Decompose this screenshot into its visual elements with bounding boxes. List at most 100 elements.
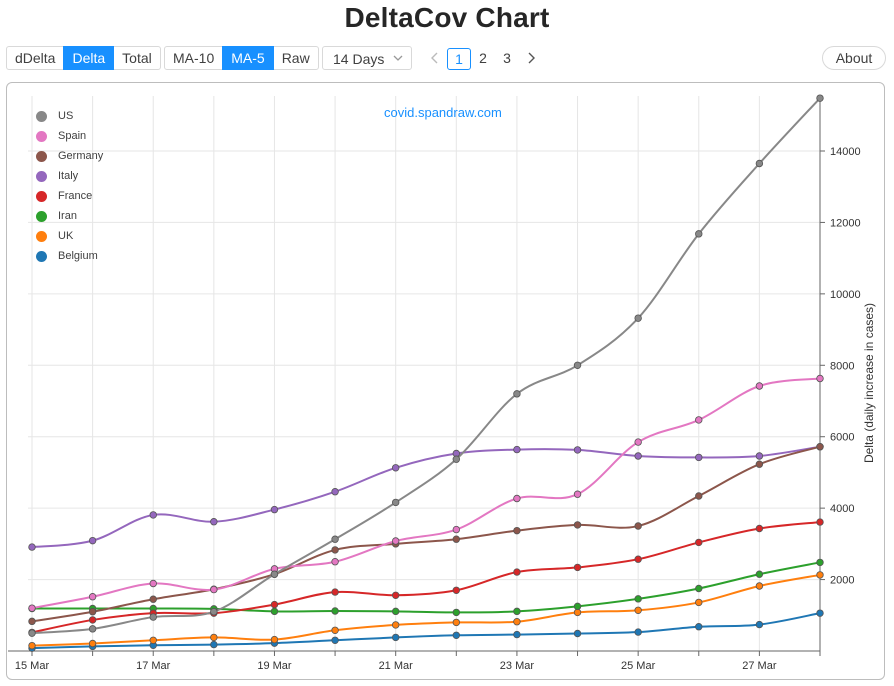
data-point-spain[interactable]	[513, 494, 521, 503]
data-point-france[interactable]	[391, 591, 400, 599]
data-point-uk[interactable]	[88, 639, 97, 648]
data-point-france[interactable]	[695, 538, 703, 547]
data-point-france[interactable]	[452, 586, 461, 594]
data-point-us[interactable]	[573, 361, 582, 369]
data-point-france[interactable]	[573, 563, 582, 572]
data-point-uk[interactable]	[513, 618, 521, 626]
data-point-spain[interactable]	[816, 374, 824, 383]
data-point-uk[interactable]	[270, 635, 279, 644]
data-point-belgium[interactable]	[755, 620, 764, 629]
data-point-us[interactable]	[149, 613, 157, 621]
data-point-iran[interactable]	[513, 607, 521, 616]
data-point-iran[interactable]	[573, 602, 582, 611]
data-point-uk[interactable]	[816, 571, 824, 579]
data-point-france[interactable]	[331, 588, 339, 596]
data-point-us[interactable]	[88, 625, 97, 633]
page-2-button[interactable]: 2	[479, 50, 487, 66]
data-point-spain[interactable]	[452, 525, 461, 534]
data-point-us[interactable]	[695, 230, 703, 238]
data-point-belgium[interactable]	[210, 640, 218, 649]
about-button[interactable]: About	[822, 46, 886, 70]
data-point-spain[interactable]	[695, 416, 703, 424]
data-point-iran[interactable]	[755, 570, 764, 578]
data-point-germany[interactable]	[513, 526, 521, 535]
data-point-france[interactable]	[634, 555, 642, 563]
data-point-germany[interactable]	[573, 521, 582, 529]
data-point-italy[interactable]	[331, 488, 339, 496]
data-point-us[interactable]	[452, 455, 461, 463]
data-point-iran[interactable]	[634, 595, 642, 603]
prev-page-icon[interactable]	[424, 48, 446, 68]
ddelta-button[interactable]: dDelta	[6, 46, 65, 70]
data-point-iran[interactable]	[695, 584, 703, 593]
data-point-italy[interactable]	[755, 452, 764, 460]
data-point-belgium[interactable]	[391, 633, 400, 642]
data-point-italy[interactable]	[391, 464, 400, 472]
data-point-germany[interactable]	[816, 443, 824, 451]
data-point-spain[interactable]	[210, 585, 218, 594]
data-point-us[interactable]	[391, 498, 400, 507]
data-point-spain[interactable]	[573, 490, 582, 498]
data-point-italy[interactable]	[270, 505, 279, 514]
page-1-button[interactable]: 1	[447, 48, 471, 70]
data-point-italy[interactable]	[695, 453, 703, 462]
data-point-italy[interactable]	[634, 452, 642, 460]
ma5-button[interactable]: MA-5	[222, 46, 274, 70]
data-point-us[interactable]	[755, 159, 764, 168]
data-point-italy[interactable]	[573, 446, 582, 454]
data-point-italy[interactable]	[210, 518, 218, 526]
data-point-uk[interactable]	[634, 606, 642, 614]
data-point-spain[interactable]	[331, 558, 339, 566]
data-point-germany[interactable]	[28, 617, 36, 626]
data-point-spain[interactable]	[391, 537, 400, 545]
data-point-us[interactable]	[270, 570, 279, 578]
data-point-uk[interactable]	[573, 608, 582, 617]
data-point-belgium[interactable]	[513, 630, 521, 639]
data-point-germany[interactable]	[88, 608, 97, 616]
data-point-us[interactable]	[28, 629, 36, 637]
data-point-italy[interactable]	[88, 536, 97, 545]
data-point-iran[interactable]	[270, 607, 279, 616]
raw-button[interactable]: Raw	[272, 46, 319, 70]
data-point-uk[interactable]	[210, 633, 218, 642]
data-point-italy[interactable]	[513, 445, 521, 454]
data-point-us[interactable]	[210, 608, 218, 616]
data-point-france[interactable]	[513, 568, 521, 576]
data-point-spain[interactable]	[28, 604, 36, 612]
data-point-uk[interactable]	[149, 636, 157, 644]
data-point-belgium[interactable]	[695, 623, 703, 631]
data-point-germany[interactable]	[452, 535, 461, 543]
data-point-france[interactable]	[816, 518, 824, 526]
data-point-uk[interactable]	[331, 626, 339, 634]
data-point-belgium[interactable]	[573, 629, 582, 638]
data-point-spain[interactable]	[149, 579, 157, 588]
data-point-france[interactable]	[88, 616, 97, 624]
total-button[interactable]: Total	[113, 46, 161, 70]
data-point-us[interactable]	[634, 314, 642, 322]
data-point-france[interactable]	[755, 524, 764, 533]
data-point-germany[interactable]	[149, 595, 157, 603]
data-point-us[interactable]	[816, 94, 824, 102]
data-point-uk[interactable]	[28, 641, 36, 650]
data-point-belgium[interactable]	[816, 609, 824, 617]
data-point-uk[interactable]	[452, 618, 461, 627]
data-point-belgium[interactable]	[331, 636, 339, 644]
data-point-germany[interactable]	[695, 492, 703, 500]
data-point-germany[interactable]	[634, 522, 642, 530]
data-point-belgium[interactable]	[452, 631, 461, 639]
data-point-uk[interactable]	[695, 598, 703, 607]
next-page-icon[interactable]	[520, 48, 542, 68]
data-point-italy[interactable]	[28, 543, 36, 551]
data-point-spain[interactable]	[755, 382, 764, 390]
data-point-iran[interactable]	[816, 558, 824, 567]
delta-button[interactable]: Delta	[63, 46, 115, 70]
data-point-italy[interactable]	[149, 511, 157, 519]
data-point-iran[interactable]	[452, 608, 461, 617]
data-point-germany[interactable]	[755, 460, 764, 468]
data-point-spain[interactable]	[634, 438, 642, 446]
data-point-france[interactable]	[270, 600, 279, 609]
data-point-uk[interactable]	[391, 621, 400, 629]
page-3-button[interactable]: 3	[503, 50, 511, 66]
data-point-us[interactable]	[513, 390, 521, 398]
data-point-germany[interactable]	[331, 546, 339, 554]
